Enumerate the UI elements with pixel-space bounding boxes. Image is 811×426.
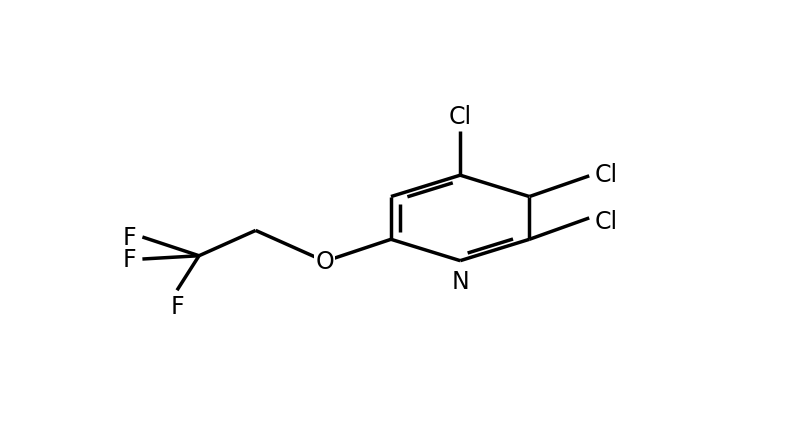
- Text: Cl: Cl: [594, 210, 616, 234]
- Text: Cl: Cl: [448, 104, 471, 128]
- Text: F: F: [170, 294, 183, 318]
- Text: O: O: [315, 250, 334, 273]
- Text: F: F: [122, 248, 136, 271]
- Text: N: N: [451, 269, 469, 293]
- Text: F: F: [122, 225, 136, 249]
- Text: Cl: Cl: [594, 163, 616, 187]
